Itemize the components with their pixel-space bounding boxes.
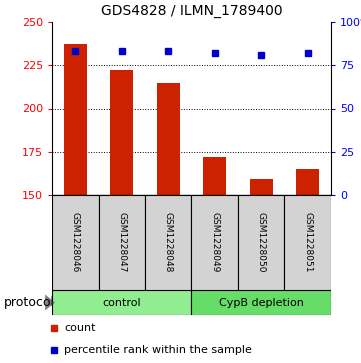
Text: count: count — [64, 323, 96, 333]
Text: GSM1228049: GSM1228049 — [210, 212, 219, 273]
Bar — [52, 195, 99, 290]
Bar — [110, 70, 133, 195]
Bar — [99, 195, 145, 290]
Bar — [284, 195, 331, 290]
Bar — [64, 45, 87, 195]
Text: GSM1228047: GSM1228047 — [117, 212, 126, 273]
Bar — [238, 195, 284, 290]
Text: GSM1228050: GSM1228050 — [257, 212, 266, 273]
Bar — [52, 290, 191, 315]
Bar — [203, 157, 226, 195]
Text: GSM1228048: GSM1228048 — [164, 212, 173, 273]
Bar — [191, 195, 238, 290]
Text: control: control — [103, 298, 141, 307]
Text: CypB depletion: CypB depletion — [219, 298, 304, 307]
Text: GSM1228046: GSM1228046 — [71, 212, 80, 273]
Polygon shape — [45, 294, 55, 310]
Text: protocol: protocol — [4, 296, 55, 309]
Bar — [249, 179, 273, 195]
Bar — [145, 195, 191, 290]
Title: GDS4828 / ILMN_1789400: GDS4828 / ILMN_1789400 — [101, 4, 282, 18]
Text: GSM1228051: GSM1228051 — [303, 212, 312, 273]
Bar — [191, 290, 331, 315]
Bar — [157, 82, 180, 195]
Bar — [296, 169, 319, 195]
Text: percentile rank within the sample: percentile rank within the sample — [64, 346, 252, 355]
